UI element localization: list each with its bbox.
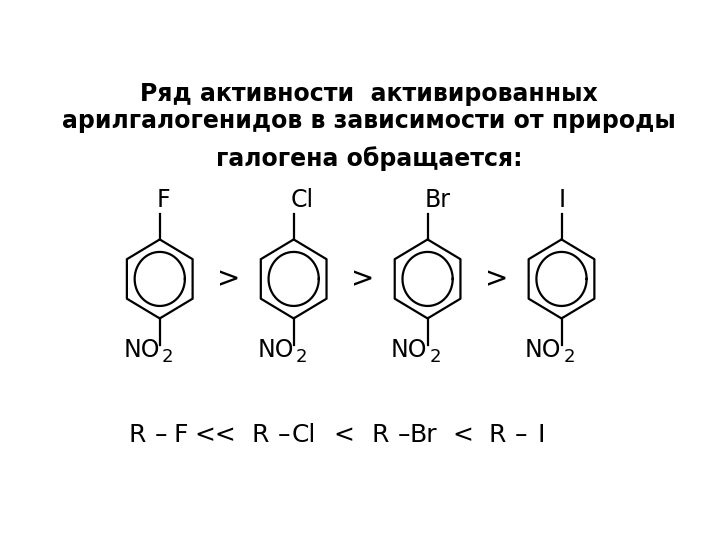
Text: галогена обращается:: галогена обращается: <box>216 146 522 171</box>
Text: NO: NO <box>123 338 160 362</box>
Text: F: F <box>157 188 171 212</box>
Text: <: < <box>333 423 354 447</box>
Text: NO: NO <box>525 338 562 362</box>
Text: I: I <box>559 188 566 212</box>
Text: 2: 2 <box>161 348 173 366</box>
Text: <<: << <box>194 423 236 447</box>
Text: R: R <box>372 423 389 447</box>
Text: Ряд активности  активированных: Ряд активности активированных <box>140 82 598 106</box>
Text: I: I <box>537 423 544 447</box>
Text: NO: NO <box>391 338 428 362</box>
Text: –: – <box>278 423 290 447</box>
Text: Cl: Cl <box>291 188 314 212</box>
Text: >: > <box>351 265 374 293</box>
Text: 2: 2 <box>295 348 307 366</box>
Text: –: – <box>156 423 168 447</box>
Text: –: – <box>515 423 528 447</box>
Text: NO: NO <box>257 338 294 362</box>
Text: >: > <box>217 265 240 293</box>
Text: 2: 2 <box>429 348 441 366</box>
Text: <: < <box>452 423 473 447</box>
Text: >: > <box>485 265 508 293</box>
Text: R: R <box>489 423 506 447</box>
Text: –: – <box>398 423 410 447</box>
Text: R: R <box>129 423 146 447</box>
Text: F: F <box>174 423 188 447</box>
Text: 2: 2 <box>563 348 575 366</box>
Text: Br: Br <box>425 188 451 212</box>
Text: Cl: Cl <box>292 423 316 447</box>
Text: R: R <box>251 423 269 447</box>
Text: Br: Br <box>410 423 438 447</box>
Text: арилгалогенидов в зависимости от природы: арилгалогенидов в зависимости от природы <box>62 109 676 133</box>
